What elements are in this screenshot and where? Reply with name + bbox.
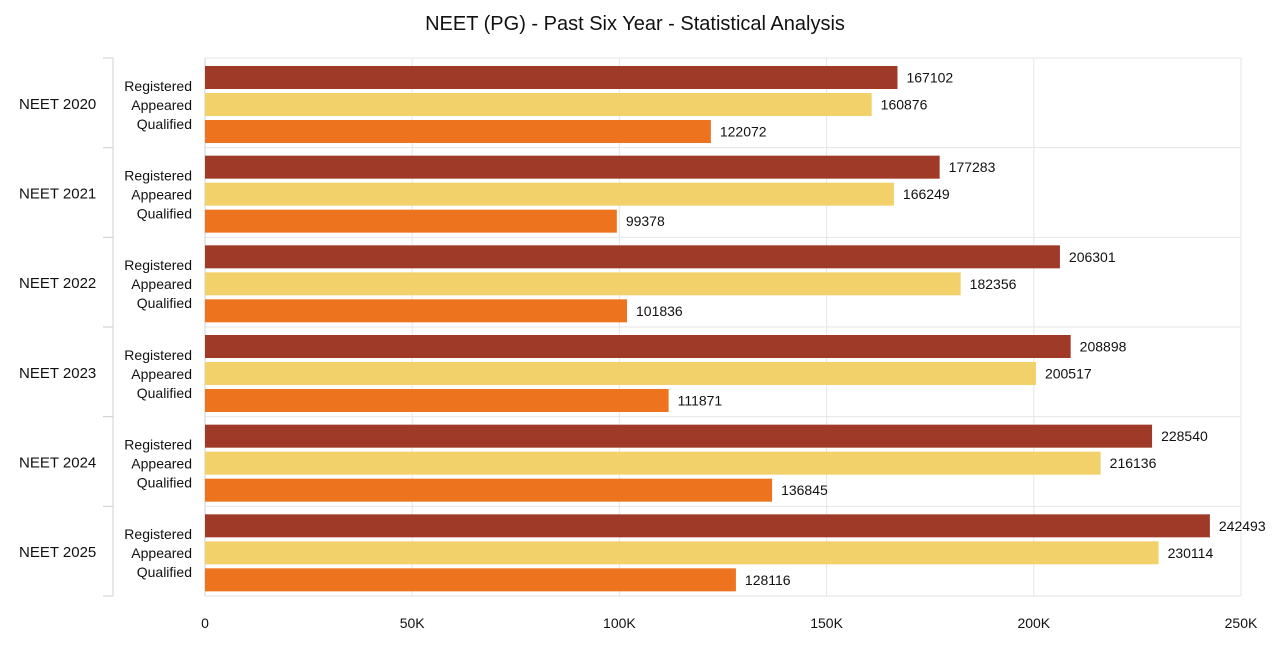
x-tick-label: 150K [810,615,843,631]
chart-title: NEET (PG) - Past Six Year - Statistical … [425,13,845,35]
bar-appeared [205,451,1101,475]
data-label: 182356 [970,276,1017,292]
data-label: 111871 [678,393,723,409]
series-sub-label: Appeared [131,456,192,472]
data-label: 208898 [1080,339,1127,355]
series-sub-label: Appeared [131,276,192,292]
data-label: 166249 [903,186,950,202]
series-sub-label: Qualified [137,206,192,222]
x-axis-ticks: 0 50K 100K 150K 200K 250K [201,615,1258,631]
data-label: 136845 [781,482,828,498]
category-labels: NEET 2020 Registered Appeared Qualified NEET… [19,78,192,580]
bar-registered [205,245,1060,269]
series-sub-label: Registered [124,347,192,363]
bar-registered [205,424,1153,448]
data-label: 160876 [881,97,928,113]
series-sub-label: Registered [124,526,192,542]
bar-qualified [205,120,711,143]
data-label: 177283 [949,159,996,175]
x-tick-label: 250K [1225,615,1258,631]
series-sub-label: Qualified [137,385,192,401]
category-label: NEET 2023 [19,365,96,382]
series-sub-label: Qualified [137,116,192,132]
bar-qualified [205,299,628,323]
bar-appeared [205,182,894,206]
bar-qualified [205,478,773,502]
series-sub-label: Registered [124,168,192,184]
series-sub-label: Qualified [137,475,192,491]
category-label: NEET 2020 [19,96,96,113]
data-labels: 167102 177283 206301 208898 228540 242493 1608… [626,70,1266,588]
series-sub-label: Registered [124,78,192,94]
series-sub-label: Qualified [137,295,192,311]
x-tick-label: 200K [1017,615,1050,631]
data-label: 228540 [1161,428,1208,444]
x-tick-label: 0 [201,615,209,631]
series-sub-label: Registered [124,257,192,273]
bar-qualified [205,389,669,412]
data-label: 242493 [1219,518,1266,534]
data-label: 200517 [1045,366,1092,382]
category-label: NEET 2022 [19,275,96,292]
series-sub-label: Appeared [131,366,192,382]
bar-appeared [205,362,1036,385]
data-label: 101836 [636,303,683,319]
bar-appeared [205,541,1159,565]
series-sub-label: Appeared [131,187,192,203]
data-label: 230114 [1168,545,1214,561]
series-sub-label: Registered [124,437,192,453]
bars [205,66,1210,592]
bar-registered [205,155,940,179]
category-label: NEET 2021 [19,186,96,203]
bar-registered [205,514,1210,538]
series-sub-label: Qualified [137,564,192,580]
series-sub-label: Appeared [131,545,192,561]
bar-appeared [205,272,961,296]
x-tick-label: 50K [400,615,426,631]
data-label: 167102 [906,70,953,86]
data-label: 206301 [1069,249,1116,265]
bar-appeared [205,93,872,116]
data-label: 99378 [626,213,665,229]
grid-lines [103,57,1242,597]
data-label: 216136 [1110,455,1157,471]
bar-qualified [205,568,736,592]
category-label: NEET 2024 [19,455,96,472]
bar-registered [205,66,898,89]
x-tick-label: 100K [603,615,636,631]
bar-qualified [205,209,617,233]
data-label: 122072 [720,124,767,140]
series-sub-label: Appeared [131,97,192,113]
data-label: 128116 [745,572,791,588]
bar-registered [205,335,1071,358]
category-label: NEET 2025 [19,544,96,561]
